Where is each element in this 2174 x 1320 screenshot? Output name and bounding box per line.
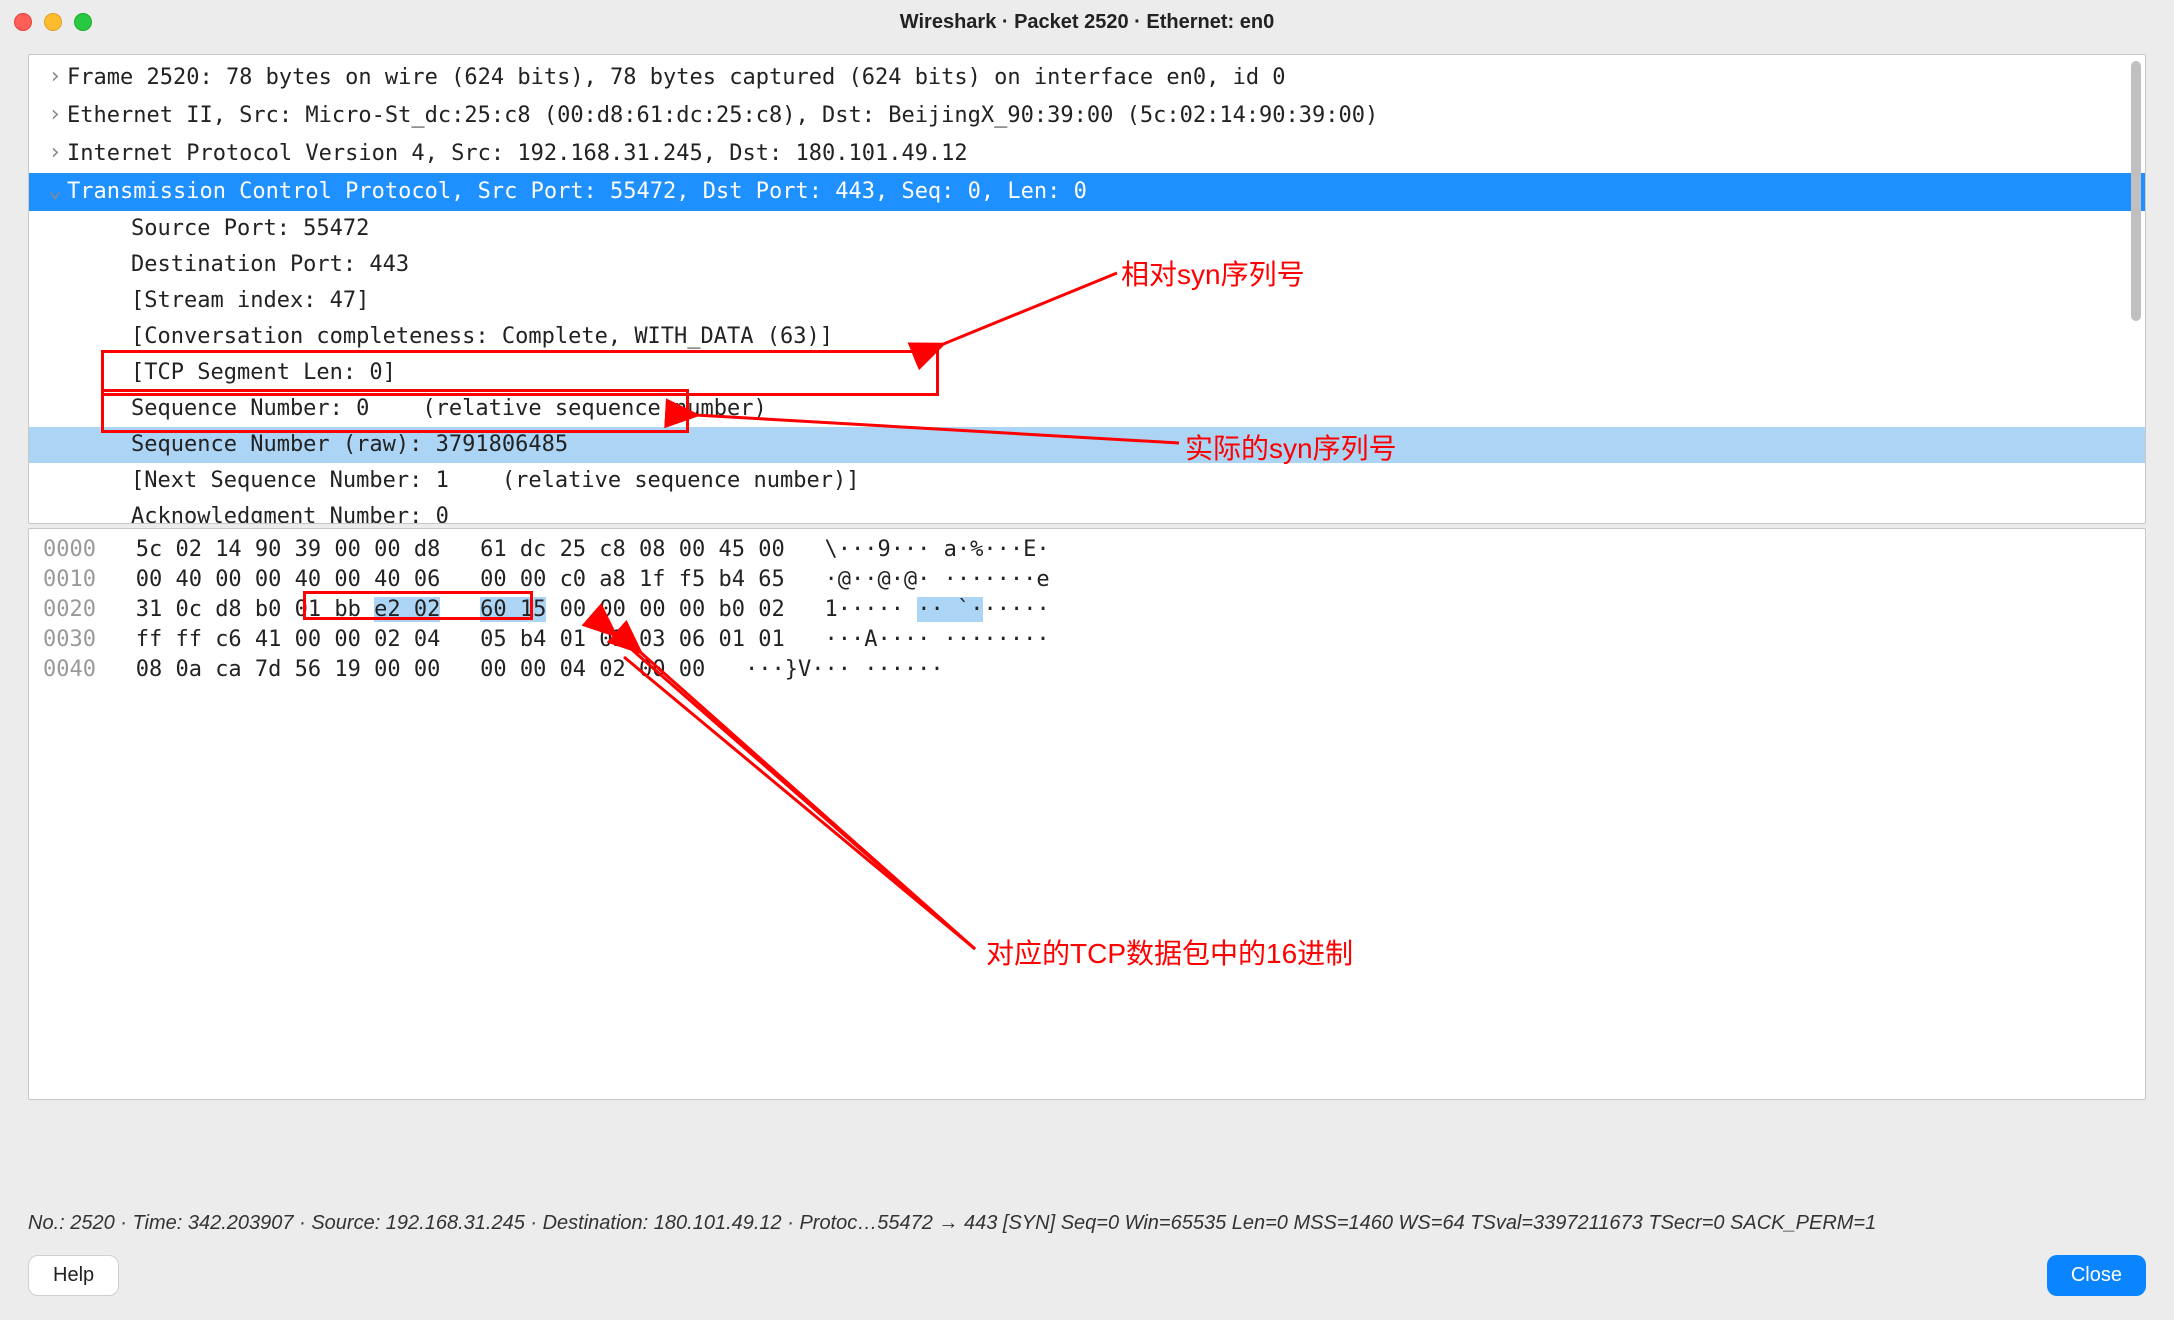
- hex-line[interactable]: 0010 00 40 00 00 40 00 40 06 00 00 c0 a8…: [43, 565, 2131, 595]
- tree-row[interactable]: Transmission Control Protocol, Src Port:…: [29, 173, 2145, 211]
- tree-row-text: [Next Sequence Number: 1 (relative seque…: [131, 463, 859, 499]
- hex-line[interactable]: 0030 ff ff c6 41 00 00 02 04 05 b4 01 03…: [43, 625, 2131, 655]
- tree-row[interactable]: [Conversation completeness: Complete, WI…: [29, 319, 2145, 355]
- hex-highlighted-bytes: e2 02: [374, 597, 440, 622]
- traffic-lights: [14, 13, 92, 31]
- annotation-label-hex: 对应的TCP数据包中的16进制: [986, 932, 1353, 972]
- tree-expand-icon[interactable]: [43, 97, 67, 135]
- help-button[interactable]: Help: [28, 1255, 119, 1296]
- hex-offset: 0010: [43, 567, 96, 592]
- tree-row-text: Frame 2520: 78 bytes on wire (624 bits),…: [67, 60, 1286, 96]
- tree-row-text: [TCP Segment Len: 0]: [131, 355, 396, 391]
- protocol-tree-panel[interactable]: Frame 2520: 78 bytes on wire (624 bits),…: [28, 54, 2146, 524]
- status-text: No.: 2520 · Time: 342.203907 · Source: 1…: [28, 1212, 1876, 1234]
- hex-line[interactable]: 0000 5c 02 14 90 39 00 00 d8 61 dc 25 c8…: [43, 535, 2131, 565]
- status-bar: No.: 2520 · Time: 342.203907 · Source: 1…: [0, 1198, 2174, 1243]
- tree-expand-icon[interactable]: [43, 135, 67, 173]
- packet-window: Wireshark · Packet 2520 · Ethernet: en0 …: [0, 0, 2174, 1320]
- tree-row-text: Acknowledgment Number: 0: [131, 499, 449, 524]
- window-title: Wireshark · Packet 2520 · Ethernet: en0: [900, 11, 1274, 34]
- maximize-window-button[interactable]: [74, 13, 92, 31]
- content-area: Frame 2520: 78 bytes on wire (624 bits),…: [0, 44, 2174, 1198]
- tree-row[interactable]: [Stream index: 47]: [29, 283, 2145, 319]
- button-bar: Help Close: [0, 1243, 2174, 1320]
- hex-offset: 0000: [43, 537, 96, 562]
- tree-row-text: Source Port: 55472: [131, 211, 369, 247]
- hex-offset: 0020: [43, 597, 96, 622]
- tree-row-text: Destination Port: 443: [131, 247, 409, 283]
- hex-line[interactable]: 0020 31 0c d8 b0 01 bb e2 02 60 15 00 00…: [43, 595, 2131, 625]
- tree-row-text: Internet Protocol Version 4, Src: 192.16…: [67, 136, 968, 172]
- tree-collapse-icon[interactable]: [43, 173, 67, 211]
- tree-row[interactable]: Destination Port: 443: [29, 247, 2145, 283]
- tree-row[interactable]: [TCP Segment Len: 0]: [29, 355, 2145, 391]
- tree-row[interactable]: Frame 2520: 78 bytes on wire (624 bits),…: [29, 59, 2145, 97]
- tree-row-text: Sequence Number: 0 (relative sequence nu…: [131, 391, 767, 427]
- hex-dump-content: 0000 5c 02 14 90 39 00 00 d8 61 dc 25 c8…: [29, 529, 2145, 691]
- tree-expand-icon[interactable]: [43, 59, 67, 97]
- hex-highlighted-ascii: ·· `·: [917, 597, 983, 622]
- tree-row[interactable]: [Next Sequence Number: 1 (relative seque…: [29, 463, 2145, 499]
- tree-row[interactable]: Sequence Number (raw): 3791806485: [29, 427, 2145, 463]
- tree-row[interactable]: Sequence Number: 0 (relative sequence nu…: [29, 391, 2145, 427]
- protocol-tree-content: Frame 2520: 78 bytes on wire (624 bits),…: [29, 55, 2145, 524]
- close-button[interactable]: Close: [2047, 1255, 2146, 1296]
- hex-highlighted-bytes: 60 15: [480, 597, 546, 622]
- minimize-window-button[interactable]: [44, 13, 62, 31]
- titlebar: Wireshark · Packet 2520 · Ethernet: en0: [0, 0, 2174, 44]
- hex-line[interactable]: 0040 08 0a ca 7d 56 19 00 00 00 00 04 02…: [43, 655, 2131, 685]
- tree-row[interactable]: Ethernet II, Src: Micro-St_dc:25:c8 (00:…: [29, 97, 2145, 135]
- tree-scrollbar-thumb[interactable]: [2131, 61, 2141, 321]
- tree-row[interactable]: Acknowledgment Number: 0: [29, 499, 2145, 524]
- hex-dump-panel[interactable]: 0000 5c 02 14 90 39 00 00 d8 61 dc 25 c8…: [28, 528, 2146, 1100]
- tree-row-text: [Stream index: 47]: [131, 283, 369, 319]
- tree-row-text: Transmission Control Protocol, Src Port:…: [67, 174, 1087, 210]
- hex-offset: 0030: [43, 627, 96, 652]
- tree-row-text: [Conversation completeness: Complete, WI…: [131, 319, 833, 355]
- tree-row[interactable]: Source Port: 55472: [29, 211, 2145, 247]
- tree-row[interactable]: Internet Protocol Version 4, Src: 192.16…: [29, 135, 2145, 173]
- tree-scrollbar[interactable]: [2129, 59, 2143, 519]
- close-window-button[interactable]: [14, 13, 32, 31]
- tree-row-text: Ethernet II, Src: Micro-St_dc:25:c8 (00:…: [67, 98, 1378, 134]
- hex-offset: 0040: [43, 657, 96, 682]
- tree-row-text: Sequence Number (raw): 3791806485: [131, 427, 568, 463]
